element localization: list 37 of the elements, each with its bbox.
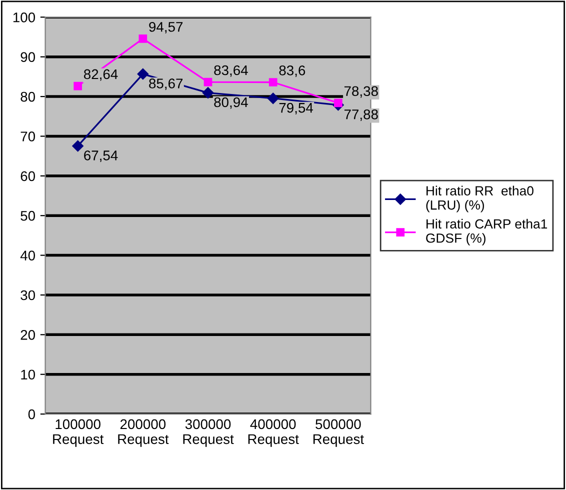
data-label: 79,54 [279, 102, 313, 114]
y-tick-label: 90 [20, 52, 36, 62]
point [268, 78, 278, 86]
point [267, 92, 279, 104]
data-label: 85,67 [149, 78, 183, 90]
x-tick-label: 500000 Request [313, 419, 364, 447]
y-tick-label: 30 [20, 290, 36, 300]
x-tick-label: 400000 Request [248, 419, 299, 447]
data-label: 83,6 [279, 65, 306, 77]
data-label: 83,64 [214, 65, 248, 77]
x-tick-label: 300000 Request [183, 419, 234, 447]
data-label: 77,88 [344, 109, 378, 121]
data-label: 94,57 [149, 22, 183, 34]
point [204, 78, 212, 86]
data-label: 80,94 [214, 97, 248, 109]
data-label: 78,38 [344, 86, 378, 98]
y-tick-label: 100 [13, 12, 36, 22]
point [72, 140, 84, 152]
x-tick-label: 200000 Request [118, 419, 169, 447]
point [74, 82, 82, 90]
y-tick-label: 70 [20, 132, 36, 142]
legend-label: Hit ratio RR etha0 (LRU) (%) [426, 186, 534, 212]
data-label: 82,64 [84, 69, 118, 81]
y-tick-label: 10 [21, 370, 36, 380]
x-tick-label: 100000 Request [53, 419, 104, 447]
y-tick-label: 20 [20, 330, 36, 340]
point [138, 34, 148, 43]
legend-label: Hit ratio CARP etha1 GDSF (%) [426, 218, 548, 246]
y-tick-label: 60 [20, 171, 36, 182]
point [334, 98, 342, 108]
data-label: 67,54 [84, 150, 118, 162]
y-tick-label: 50 [20, 210, 36, 221]
y-tick-label: 0 [28, 409, 36, 420]
y-tick-label: 40 [20, 250, 36, 260]
point [137, 68, 149, 80]
point [202, 87, 214, 98]
y-tick-label: 80 [20, 92, 36, 102]
